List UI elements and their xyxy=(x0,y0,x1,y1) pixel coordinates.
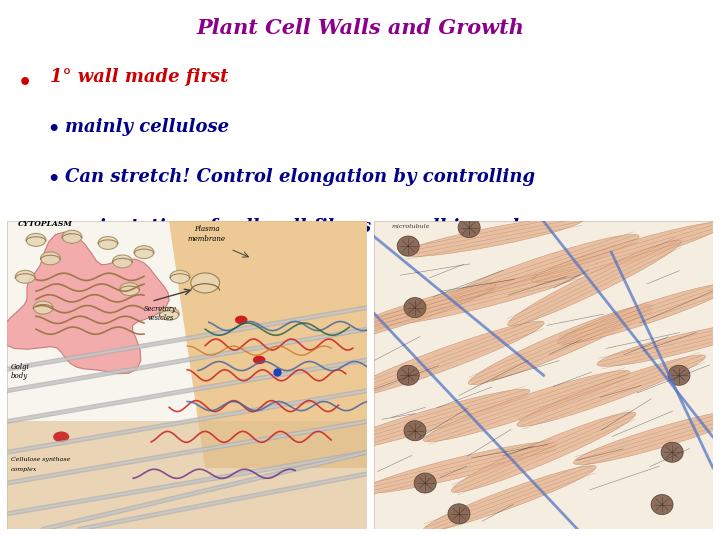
Ellipse shape xyxy=(361,442,557,494)
Ellipse shape xyxy=(112,255,132,268)
Text: Can stretch! Control elongation by controlling: Can stretch! Control elongation by contr… xyxy=(65,168,535,186)
Text: •: • xyxy=(47,120,59,139)
Ellipse shape xyxy=(159,307,179,320)
Text: Secretory: Secretory xyxy=(144,305,176,313)
Ellipse shape xyxy=(40,252,60,265)
Ellipse shape xyxy=(320,284,496,344)
Text: Cellulose synthase: Cellulose synthase xyxy=(11,457,70,462)
Ellipse shape xyxy=(62,231,82,243)
Text: body: body xyxy=(11,373,28,380)
Ellipse shape xyxy=(458,218,480,238)
Ellipse shape xyxy=(423,465,596,531)
Ellipse shape xyxy=(668,365,690,386)
Ellipse shape xyxy=(191,273,220,293)
Ellipse shape xyxy=(369,271,582,326)
Ellipse shape xyxy=(651,495,673,515)
Polygon shape xyxy=(0,232,169,374)
Ellipse shape xyxy=(397,236,419,256)
Ellipse shape xyxy=(120,282,140,295)
Text: membrane: membrane xyxy=(187,235,225,244)
Ellipse shape xyxy=(517,355,706,427)
Text: complex: complex xyxy=(11,467,37,472)
Text: mainly cellulose: mainly cellulose xyxy=(65,118,229,136)
Ellipse shape xyxy=(253,356,266,364)
Ellipse shape xyxy=(414,473,436,493)
Ellipse shape xyxy=(404,421,426,441)
Text: orientation of cell wall fibers as wall is made: orientation of cell wall fibers as wall … xyxy=(65,218,531,236)
Text: •: • xyxy=(47,170,59,189)
Ellipse shape xyxy=(26,233,46,246)
Ellipse shape xyxy=(573,409,720,465)
Ellipse shape xyxy=(235,315,248,324)
Ellipse shape xyxy=(404,298,426,318)
Ellipse shape xyxy=(557,284,720,344)
Polygon shape xyxy=(169,221,367,468)
Ellipse shape xyxy=(53,431,69,442)
Ellipse shape xyxy=(15,271,35,284)
Ellipse shape xyxy=(531,222,720,282)
Ellipse shape xyxy=(397,365,419,386)
Ellipse shape xyxy=(340,321,544,399)
Text: Golgi: Golgi xyxy=(11,363,30,371)
Ellipse shape xyxy=(451,412,636,492)
Ellipse shape xyxy=(134,246,154,259)
Ellipse shape xyxy=(33,301,53,314)
Text: 1° wall made first: 1° wall made first xyxy=(50,68,229,86)
Ellipse shape xyxy=(320,389,530,454)
Ellipse shape xyxy=(170,271,190,284)
Text: Plasma: Plasma xyxy=(194,225,220,233)
Ellipse shape xyxy=(448,504,470,524)
Ellipse shape xyxy=(448,234,639,301)
Ellipse shape xyxy=(597,323,720,366)
Text: Plant Cell Walls and Growth: Plant Cell Walls and Growth xyxy=(196,18,524,38)
Text: vesicles: vesicles xyxy=(148,314,174,322)
Ellipse shape xyxy=(98,237,118,249)
Text: microtubule: microtubule xyxy=(392,224,430,228)
Ellipse shape xyxy=(423,370,630,442)
Text: •: • xyxy=(18,72,32,92)
Text: CYTOPLASM: CYTOPLASM xyxy=(18,220,73,228)
Ellipse shape xyxy=(661,442,683,462)
Ellipse shape xyxy=(469,305,652,384)
Polygon shape xyxy=(7,421,367,529)
Ellipse shape xyxy=(402,217,584,256)
Ellipse shape xyxy=(508,240,681,326)
